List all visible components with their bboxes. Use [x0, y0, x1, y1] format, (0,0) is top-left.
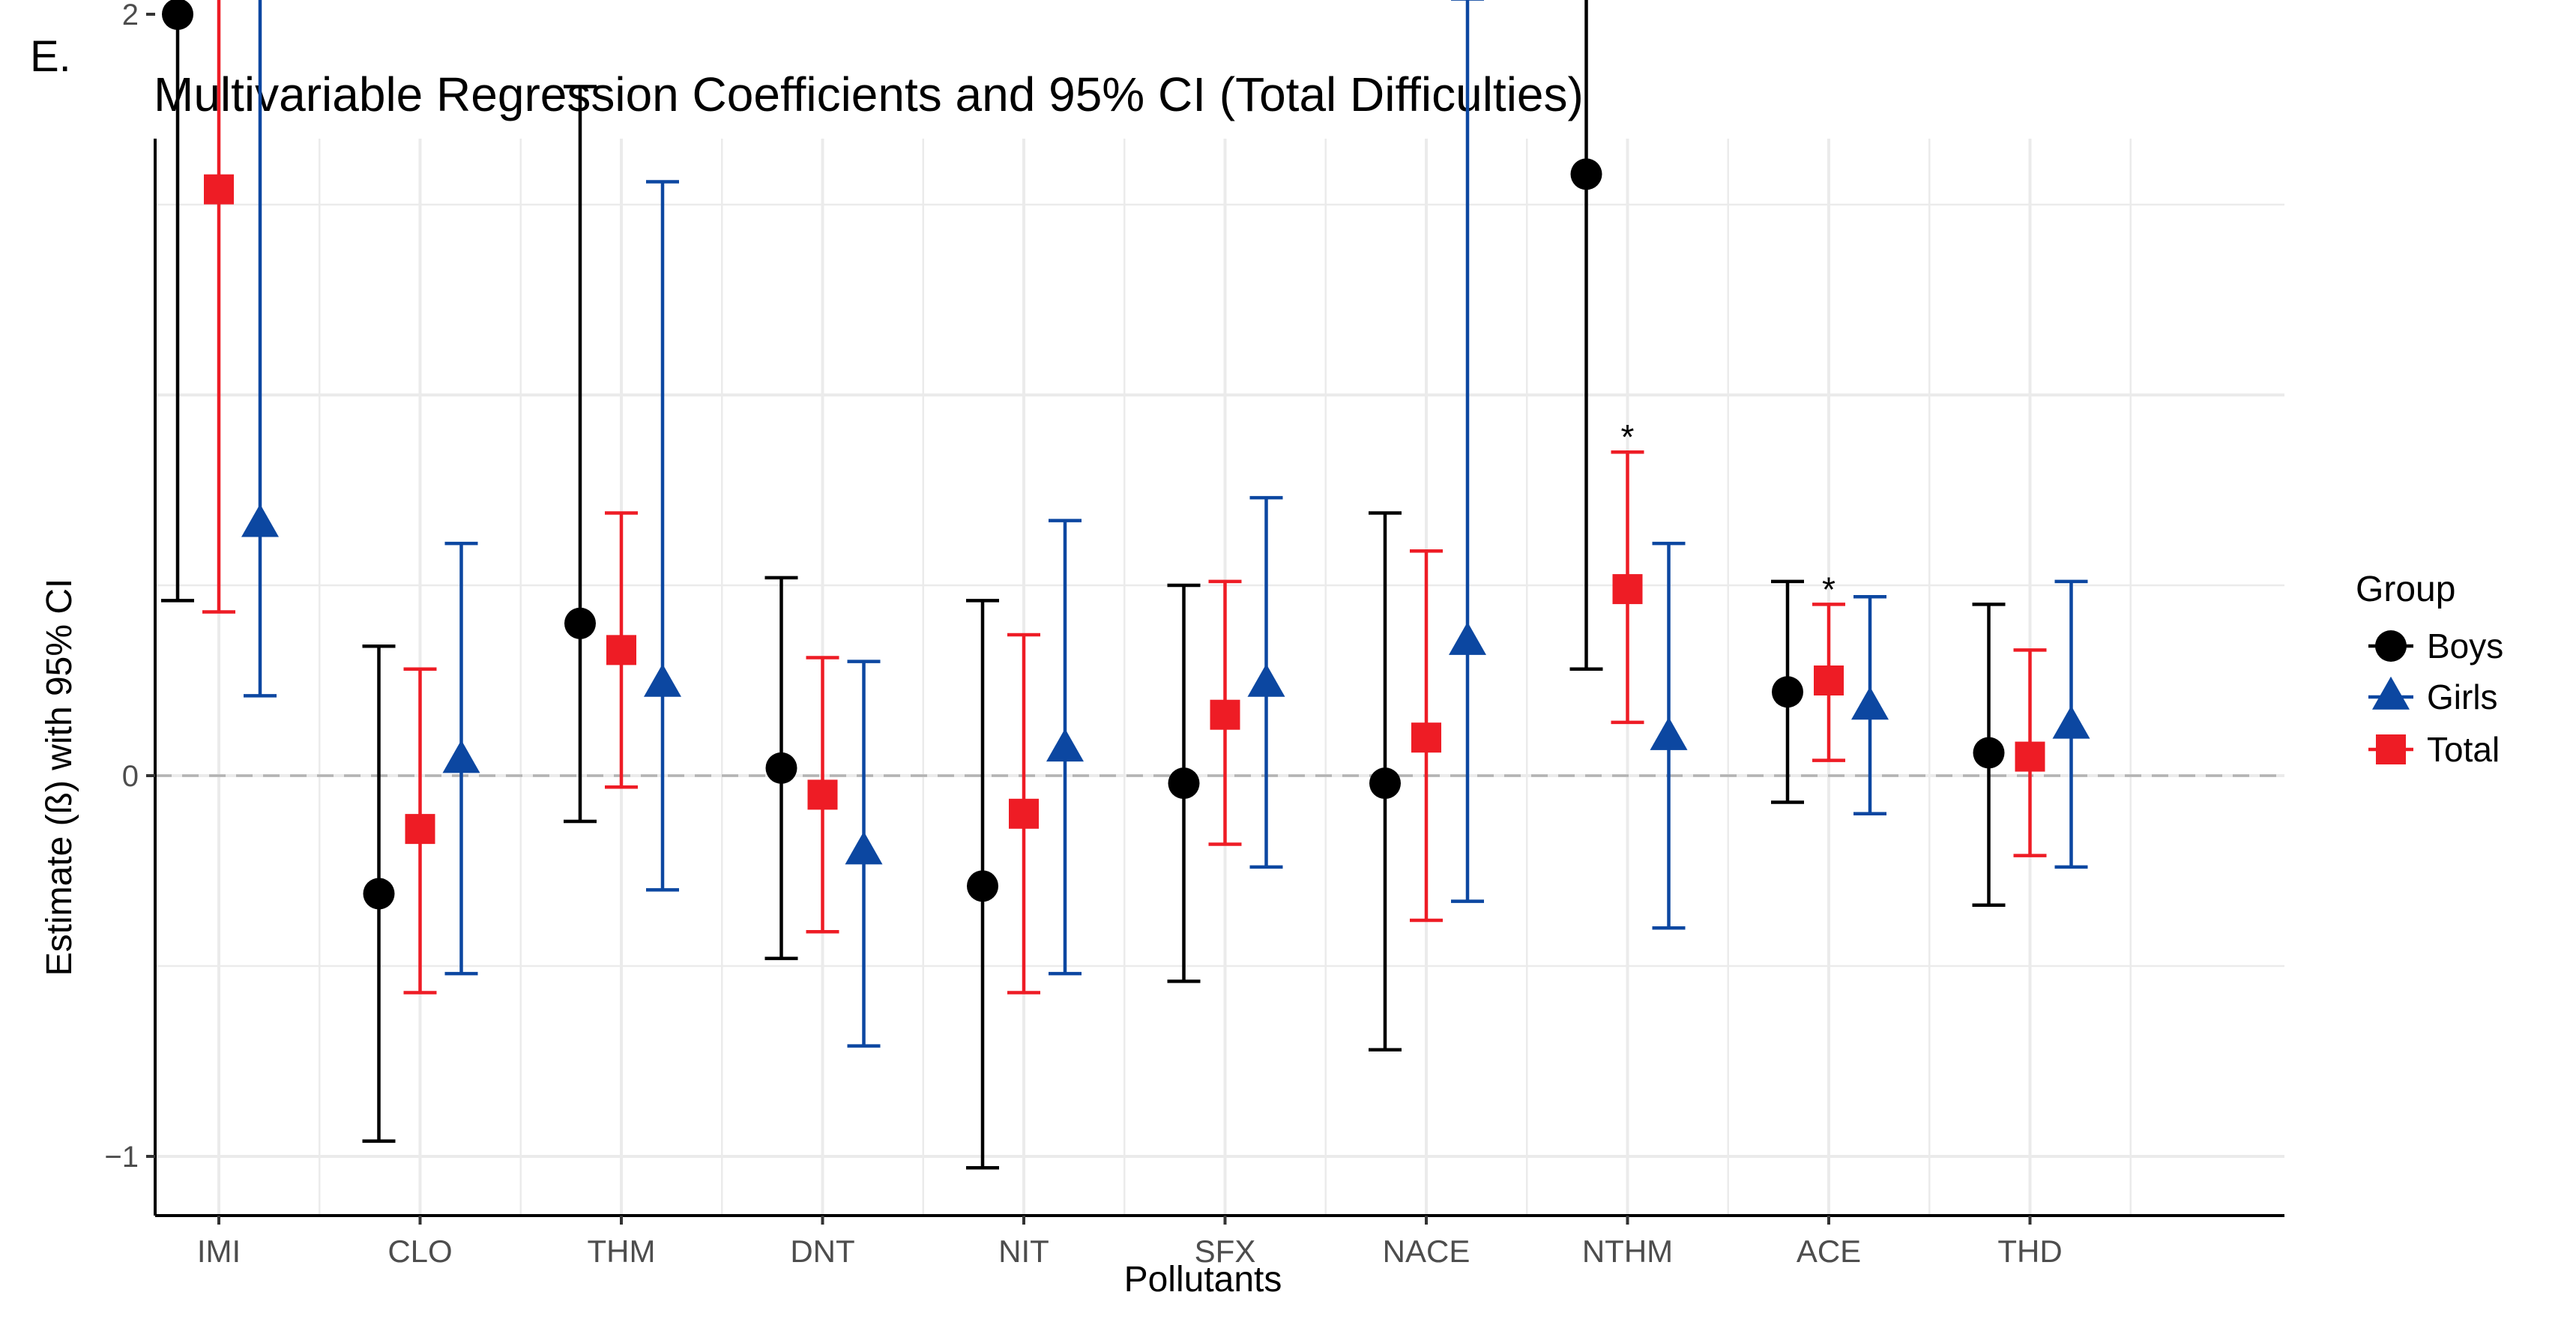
point-total-thm	[606, 635, 636, 665]
legend-label: Girls	[2427, 677, 2498, 716]
point-total-dnt	[807, 779, 838, 810]
point-girls-clo	[442, 740, 480, 773]
point-girls-nace	[1449, 621, 1486, 655]
point-total-sfx	[1210, 699, 1240, 730]
point-girls-thm	[644, 663, 681, 697]
point-girls-sfx	[1247, 663, 1285, 697]
legend-label: Boys	[2427, 627, 2503, 665]
point-total-clo	[405, 814, 435, 845]
point-girls-nthm	[1650, 716, 1688, 750]
chart-title: Multivariable Regression Coefficients an…	[154, 67, 1584, 121]
series-girls: *	[241, 0, 2090, 1048]
x-tick-label: IMI	[197, 1234, 241, 1269]
y-axis-title: Estimate (ß) with 95% CI	[40, 579, 79, 977]
x-tick-label: THD	[1997, 1234, 2062, 1269]
series-total: ***	[202, 0, 2047, 994]
point-total-imi	[204, 174, 234, 205]
point-boys-ace	[1772, 676, 1803, 708]
point-girls-ace	[1851, 686, 1889, 720]
legend-key-marker	[2372, 676, 2410, 710]
point-boys-sfx	[1168, 767, 1200, 800]
legend-key-marker	[2375, 630, 2407, 662]
point-girls-dnt	[845, 831, 883, 865]
point-total-thd	[2015, 741, 2045, 772]
significance-star: *	[1621, 417, 1635, 456]
panel-label: E.	[30, 32, 71, 81]
series-boys: **	[161, 0, 2006, 1170]
x-tick-label: CLO	[387, 1234, 452, 1269]
x-tick-label: NTHM	[1582, 1234, 1673, 1269]
significance-star: *	[1822, 570, 1836, 609]
y-tick-label: −1	[104, 1141, 139, 1174]
y-tick-label: 0	[122, 760, 139, 793]
legend-title: Group	[2356, 570, 2455, 609]
point-boys-nace	[1369, 767, 1401, 800]
point-total-nace	[1411, 722, 1441, 753]
point-boys-thm	[564, 607, 596, 639]
point-girls-imi	[241, 504, 279, 537]
x-tick-label: DNT	[790, 1234, 854, 1269]
point-boys-nit	[967, 870, 998, 902]
point-boys-dnt	[765, 752, 797, 784]
legend-item-total: Total	[2368, 730, 2500, 769]
x-tick-label: ACE	[1797, 1234, 1861, 1269]
legend-label: Total	[2427, 730, 2500, 769]
y-tick-label: 2	[122, 0, 139, 31]
data-layer: ******	[161, 0, 2090, 1170]
x-tick-label: NACE	[1383, 1234, 1471, 1269]
x-axis-title: Pollutants	[1124, 1260, 1282, 1300]
axes: −1 0 2 IMI CLO THM DNT NIT SFX NACE NTHM ACE THD	[104, 0, 2284, 1269]
point-girls-thd	[2052, 705, 2090, 739]
point-boys-thd	[1973, 737, 2005, 769]
x-tick-label: THM	[588, 1234, 656, 1269]
point-girls-nit	[1046, 728, 1084, 762]
legend: Group Boys Girls Total	[2356, 570, 2503, 769]
point-boys-nthm	[1570, 158, 1602, 190]
x-tick-label: NIT	[998, 1234, 1049, 1269]
point-boys-clo	[363, 878, 395, 910]
point-boys-imi	[162, 0, 193, 30]
legend-key-marker	[2376, 734, 2406, 764]
x-tick-label: SFX	[1195, 1234, 1256, 1269]
point-total-nthm	[1612, 574, 1643, 605]
legend-item-boys: Boys	[2368, 627, 2503, 665]
legend-item-girls: Girls	[2368, 676, 2498, 716]
point-total-ace	[1814, 665, 1844, 695]
point-total-nit	[1009, 798, 1039, 829]
